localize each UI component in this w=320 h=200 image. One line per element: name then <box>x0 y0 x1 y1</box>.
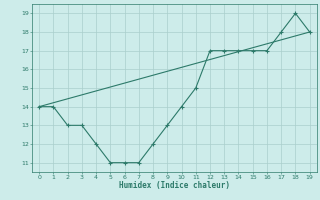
X-axis label: Humidex (Indice chaleur): Humidex (Indice chaleur) <box>119 181 230 190</box>
